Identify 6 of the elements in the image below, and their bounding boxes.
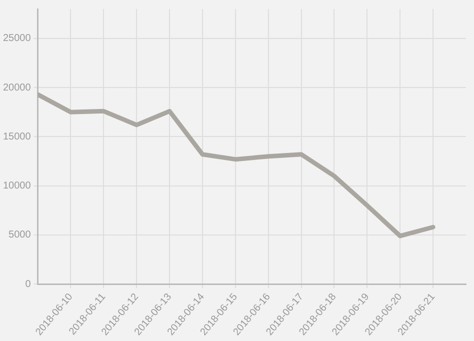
y-tick-label: 0 (25, 278, 32, 290)
y-tick-label: 10000 (2, 180, 32, 192)
y-tick-label: 15000 (2, 131, 32, 142)
y-tick-label: 5000 (8, 230, 32, 241)
y-tick-label: 25000 (2, 33, 32, 44)
y-tick-label: 20000 (2, 82, 32, 94)
